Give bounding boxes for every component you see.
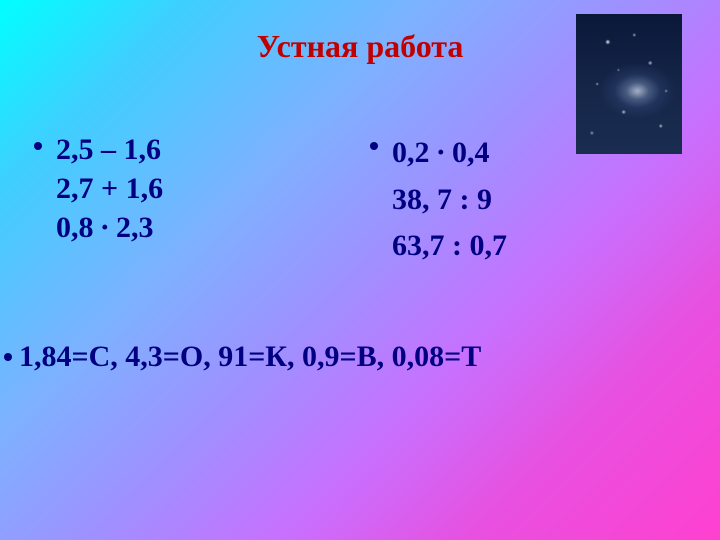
left-column: 2,5 – 1,6 2,7 + 1,6 0,8 ∙ 2,3 — [34, 130, 163, 247]
bullet-icon — [4, 353, 12, 361]
expr-right-3: 63,7 : 0,7 — [370, 223, 507, 270]
page-title: Устная работа — [257, 28, 464, 65]
expr-left-2: 2,7 + 1,6 — [34, 169, 163, 208]
expr-left-3: 0,8 ∙ 2,3 — [34, 208, 163, 247]
expr-right-2: 38, 7 : 9 — [370, 177, 507, 224]
answer-key-row: 1,84=С, 4,3=О, 91=К, 0,9=В, 0,08=Т — [4, 340, 481, 374]
answer-key-text: 1,84=С, 4,3=О, 91=К, 0,9=В, 0,08=Т — [4, 340, 481, 374]
expr-right-1: 0,2 ∙ 0,4 — [370, 130, 507, 177]
bullet-icon — [34, 142, 42, 150]
right-column: 0,2 ∙ 0,4 38, 7 : 9 63,7 : 0,7 — [370, 130, 507, 270]
galaxy-decorative-image — [576, 14, 682, 154]
bullet-icon — [370, 142, 378, 150]
expr-left-1: 2,5 – 1,6 — [34, 130, 163, 169]
